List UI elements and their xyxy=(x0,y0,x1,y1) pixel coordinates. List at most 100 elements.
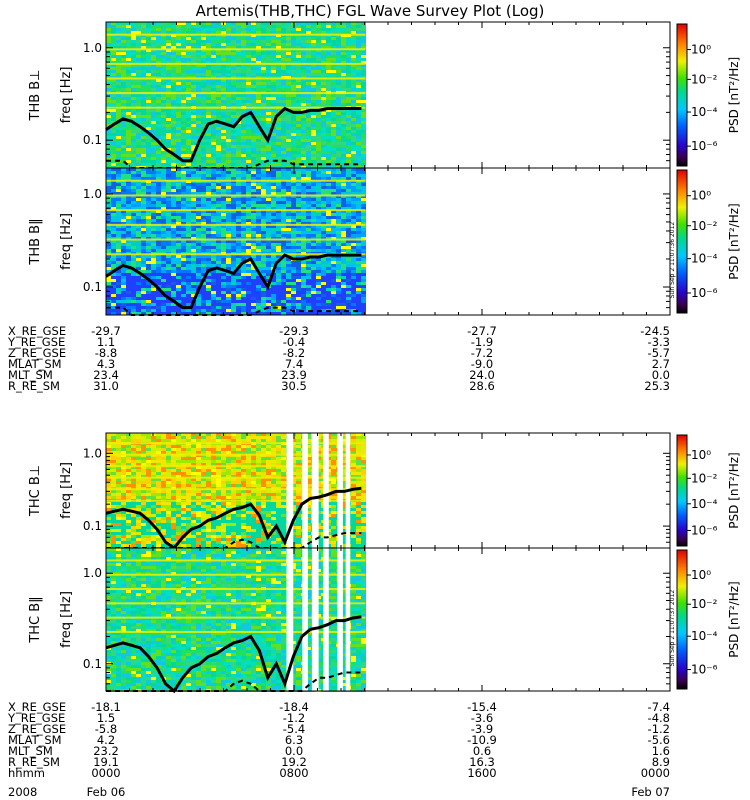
colorbar-tick-label: 10⁻⁶ xyxy=(691,286,718,300)
y-axis-probe-label: THB B‖ xyxy=(28,218,43,265)
ephemeris-value: -29.7 xyxy=(91,324,121,338)
half-cyclotron-line xyxy=(106,671,362,692)
ephemeris-value: 8.9 xyxy=(652,755,670,769)
ephemeris-value: -5.6 xyxy=(648,733,670,747)
spectrogram-image xyxy=(106,22,366,169)
y-axis-probe-label: THB B⊥ xyxy=(28,69,43,121)
y-axis-freq-label: freq [Hz] xyxy=(59,462,74,519)
y-tick-label: 0.1 xyxy=(83,280,102,294)
y-axis-probe-label: THC B⊥ xyxy=(28,465,43,517)
ephemeris-value: 25.3 xyxy=(644,379,670,393)
ephemeris-label: Z_RE_GSE xyxy=(8,346,66,360)
ephemeris-value: -8.8 xyxy=(95,346,117,360)
ephemeris-label: Y_RE_GSE xyxy=(7,711,65,725)
ephemeris-value: -18.4 xyxy=(279,700,309,714)
ephemeris-value: 0.0 xyxy=(285,744,303,758)
ephemeris-value: -10.9 xyxy=(467,733,497,747)
colorbar-tick-label: 10⁻⁴ xyxy=(691,252,718,266)
ephemeris-value: 23.4 xyxy=(93,368,119,382)
y-axis-freq-label: freq [Hz] xyxy=(59,213,74,270)
colorbar-tick-label: 10⁻⁶ xyxy=(691,663,718,677)
ephemeris-value: -9.0 xyxy=(471,357,493,371)
colorbar-tick-label: 10⁻² xyxy=(691,597,718,611)
ephemeris-label: MLT_SM xyxy=(8,368,53,382)
colorbar-tick-label: 10⁰ xyxy=(691,448,711,462)
y-axis-freq-label: freq [Hz] xyxy=(59,591,74,648)
panel-thc-bpar: 1.0 0.1 THC B‖ freq [Hz] 10⁰ 10⁻² 10⁻⁴ 10⁻⁶ PSD … xyxy=(28,547,741,694)
ephemeris-value: -4.8 xyxy=(648,711,670,725)
ephemeris-value: 0000 xyxy=(91,766,120,780)
ephemeris-label: X_RE_GSE xyxy=(8,324,66,338)
ephemeris-label: R_RE_SM xyxy=(8,379,60,393)
ephemeris-value: 0800 xyxy=(279,766,308,780)
date-start: Feb 06 xyxy=(87,785,126,799)
y-tick-label: 0.1 xyxy=(83,133,102,147)
colorbar-tick-label: 10⁻⁴ xyxy=(691,497,718,511)
ephemeris-value: 1.6 xyxy=(652,744,670,758)
ephemeris-value: 28.6 xyxy=(469,379,495,393)
colorbar-tick-label: 10⁻⁴ xyxy=(691,629,718,643)
ephemeris-value: 6.3 xyxy=(285,733,303,747)
ephemeris-value: -1.2 xyxy=(648,722,670,736)
y-tick-label: 1.0 xyxy=(83,566,102,580)
ephemeris-value: 19.2 xyxy=(281,755,307,769)
ephemeris-value: -5.8 xyxy=(95,722,117,736)
colorbar-tick-label: 10⁻⁶ xyxy=(691,523,718,537)
colorbar xyxy=(676,549,688,690)
colorbar xyxy=(676,23,688,167)
y-axis-freq-label: freq [Hz] xyxy=(59,67,74,124)
timestamp-stamp: Sun Sep 2 11:07:37 2012 xyxy=(669,590,676,667)
ephemeris-value: -27.7 xyxy=(467,324,497,338)
spectrogram-image xyxy=(106,168,366,315)
ephemeris-value: 4.2 xyxy=(97,733,115,747)
ephemeris-value: -15.4 xyxy=(467,700,497,714)
cyclotron-frequency-line xyxy=(105,106,362,163)
ephemeris-value: 1.5 xyxy=(97,711,115,725)
figure-title: Artemis(THB,THC) FGL Wave Survey Plot (L… xyxy=(196,2,545,20)
ephemeris-tables: X_RE_GSE -29.7 -29.3 -27.7 -24.5Y_RE_GSE 1.1-… xyxy=(7,324,670,799)
ephemeris-label: MLAT_SM xyxy=(8,733,62,747)
spectrogram-image xyxy=(106,548,366,692)
ephemeris-value: -3.9 xyxy=(471,722,493,736)
date-end: Feb 07 xyxy=(631,785,670,799)
ephemeris-value: -5.7 xyxy=(648,346,670,360)
y-tick-label: 0.1 xyxy=(83,657,102,671)
colorbar-tick-label: 10⁰ xyxy=(691,43,711,57)
ephemeris-value: 23.2 xyxy=(93,744,119,758)
colorbar-tick-label: 10⁻⁴ xyxy=(691,105,718,119)
ephemeris-label: hhmm xyxy=(8,766,45,780)
half-cyclotron-line xyxy=(106,532,362,549)
y-axis-probe-label: THC B‖ xyxy=(28,596,43,643)
ephemeris-value: 23.9 xyxy=(281,368,307,382)
ephemeris-value: -18.1 xyxy=(91,700,121,714)
panel-thc-bperp: 1.0 0.1 THC B⊥ freq [Hz] 10⁰ 10⁻² 10⁻⁴ 10⁻⁶ PSD … xyxy=(28,432,741,551)
panel-thb-bperp: 1.0 0.1 THB B⊥ freq [Hz] 10⁰ 10⁻² 10⁻⁴ 10⁻⁶ PSD … xyxy=(28,21,741,169)
colorbar-label: PSD [nT²/Hz] xyxy=(727,581,741,657)
colorbar-label: PSD [nT²/Hz] xyxy=(727,452,741,528)
colorbar-tick-label: 10⁻⁶ xyxy=(691,139,718,153)
ephemeris-value: -7.4 xyxy=(648,700,670,714)
y-tick-label: 1.0 xyxy=(83,41,102,55)
ephemeris-value: 16.3 xyxy=(469,755,495,769)
timestamp-stamp: Sun Sep 2 11:07:36 2012 xyxy=(669,222,676,299)
y-tick-label: 1.0 xyxy=(83,187,102,201)
colorbar-label: PSD [nT²/Hz] xyxy=(727,57,741,133)
ephemeris-value: -1.2 xyxy=(283,711,305,725)
ephemeris-value: 19.1 xyxy=(93,755,119,769)
ephemeris-value: 1.1 xyxy=(97,335,115,349)
spectrogram-panels: 1.0 0.1 THB B⊥ freq [Hz] 10⁰ 10⁻² 10⁻⁴ 10⁻⁶ PSD … xyxy=(28,21,741,694)
ephemeris-value: -1.9 xyxy=(471,335,493,349)
ephemeris-value: 30.5 xyxy=(281,379,307,393)
cyclotron-frequency-line xyxy=(105,615,362,694)
ephemeris-value: 7.4 xyxy=(285,357,303,371)
date-year: 2008 xyxy=(8,785,37,799)
panel-thb-bpar: 1.0 0.1 THB B‖ freq [Hz] 10⁰ 10⁻² 10⁻⁴ 10⁻⁶ PSD … xyxy=(28,167,741,316)
ephemeris-value: -3.3 xyxy=(648,335,670,349)
colorbar xyxy=(676,169,688,314)
ephemeris-value: -3.6 xyxy=(471,711,493,725)
colorbar-tick-label: 10⁰ xyxy=(691,568,711,582)
ephemeris-value: 4.3 xyxy=(97,357,115,371)
ephemeris-value: -8.2 xyxy=(283,346,305,360)
y-tick-label: 0.1 xyxy=(83,519,102,533)
